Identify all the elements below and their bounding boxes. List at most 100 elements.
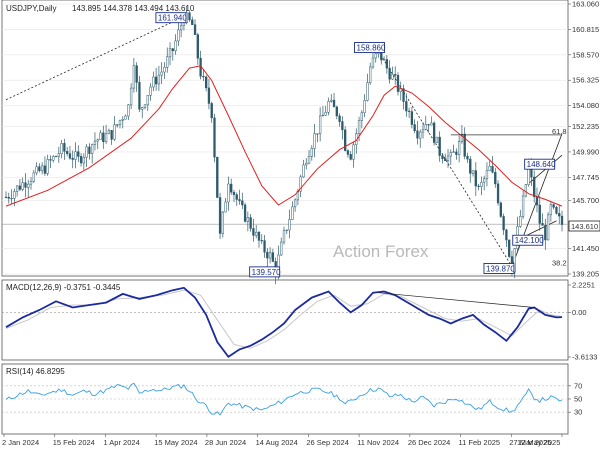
candle-body	[255, 231, 258, 236]
candle-body	[335, 106, 338, 117]
candle-body	[110, 130, 113, 140]
candle-body	[463, 133, 466, 157]
candle-body	[483, 178, 486, 183]
candle-body	[366, 82, 369, 101]
candle-body	[485, 170, 489, 179]
candle-body	[132, 65, 136, 89]
candle-body	[227, 183, 230, 203]
macd-header: MACD(12,26,9) -0.3751 -0.3445	[6, 283, 121, 292]
x-tick-label: 11 Nov 2024	[357, 438, 399, 447]
candle-body	[413, 124, 416, 132]
candle-body	[552, 204, 555, 208]
candle-body	[43, 165, 47, 174]
candle-body	[374, 53, 377, 59]
candle-body	[268, 252, 272, 259]
swing-callout-box	[512, 234, 544, 246]
candle-body	[224, 201, 227, 213]
price-axis: 163.060 160.815 158.570 156.325 154.080 152.2…	[568, 0, 599, 279]
price-grid	[2, 3, 568, 275]
fib-levels: 61.8 38.2	[450, 127, 567, 267]
x-tick-label: 14 Aug 2024	[256, 438, 298, 447]
candle-body	[457, 141, 461, 155]
candle-body	[538, 204, 541, 224]
rsi-header: RSI(14) 46.8295	[6, 367, 65, 376]
macd-panel: 2.2251 0.00 -3.6133	[2, 281, 597, 362]
candle-body	[449, 152, 452, 157]
candle-body	[391, 74, 394, 80]
candle-body	[168, 48, 172, 58]
rsi-tick-label: 50	[574, 395, 582, 404]
price-tick-label: 149.990	[572, 147, 599, 156]
candle-body	[154, 76, 158, 85]
candle-body	[116, 124, 119, 126]
swing-callout-box	[155, 12, 187, 24]
candle-body	[299, 176, 302, 192]
candle-body	[321, 114, 325, 117]
candle-body	[191, 19, 194, 25]
price-tick-label: 147.745	[572, 173, 599, 182]
candle-body	[349, 154, 352, 160]
candle-body	[541, 223, 544, 226]
candles	[4, 6, 564, 285]
x-tick-label: 2 Jan 2024	[2, 438, 39, 447]
candle-body	[135, 65, 138, 83]
candle-body	[193, 24, 197, 35]
price-tick-label: 152.235	[572, 122, 599, 131]
candle-body	[338, 115, 341, 122]
price-panel-border	[1, 0, 569, 277]
candle-body	[474, 170, 477, 187]
candle-body	[291, 206, 294, 220]
candle-body	[32, 172, 35, 182]
candle-body	[352, 144, 355, 160]
price-tick-label: 145.700	[572, 196, 599, 205]
macd-trend-line	[378, 292, 535, 308]
price-tick-label: 158.570	[572, 50, 599, 59]
candle-body	[533, 176, 536, 198]
candle-body	[82, 156, 85, 164]
candle-body	[327, 101, 330, 113]
candle-body	[205, 76, 208, 89]
candle-body	[113, 124, 116, 140]
x-tick-label: 12 May 2025	[517, 438, 560, 447]
candle-body	[93, 140, 97, 145]
candle-body	[471, 170, 475, 174]
candle-body	[60, 143, 63, 155]
candle-body	[182, 22, 186, 27]
rsi-line	[5, 382, 563, 416]
candle-body	[149, 86, 152, 96]
x-tick-label: 26 Sep 2024	[306, 438, 349, 447]
candle-body	[441, 155, 444, 159]
candle-body	[24, 182, 27, 188]
candle-body	[163, 66, 166, 73]
candle-body	[54, 156, 58, 158]
candle-body	[179, 25, 183, 31]
candle-body	[52, 156, 55, 161]
candle-body	[288, 219, 291, 231]
candle-body	[124, 115, 127, 120]
candle-body	[241, 200, 244, 206]
candle-body	[235, 194, 238, 200]
x-tick-label: 11 Feb 2025	[459, 438, 501, 447]
candle-body	[18, 185, 22, 190]
macd-tick-label: -3.6133	[572, 353, 597, 362]
candle-body	[491, 166, 494, 173]
candle-body	[157, 74, 161, 85]
fib-label: 61.8	[552, 127, 567, 136]
candle-body	[260, 240, 263, 242]
candle-body	[360, 112, 363, 121]
candle-body	[196, 34, 199, 59]
candle-body	[40, 165, 44, 172]
trend-line	[5, 16, 185, 101]
candle-body	[346, 150, 350, 155]
candle-body	[68, 153, 72, 159]
ohlc-header: 143.895 144.378 143.494 143.610	[72, 4, 195, 13]
candle-body	[232, 191, 236, 195]
candle-body	[218, 197, 222, 234]
candle-body	[313, 133, 316, 149]
candle-body	[10, 198, 13, 200]
candle-body	[519, 216, 522, 227]
candle-body	[104, 133, 108, 143]
swing-callouts: 161.940 139.570 158.860 139.870 148.640 142.1…	[155, 12, 556, 278]
candle-body	[435, 136, 439, 143]
